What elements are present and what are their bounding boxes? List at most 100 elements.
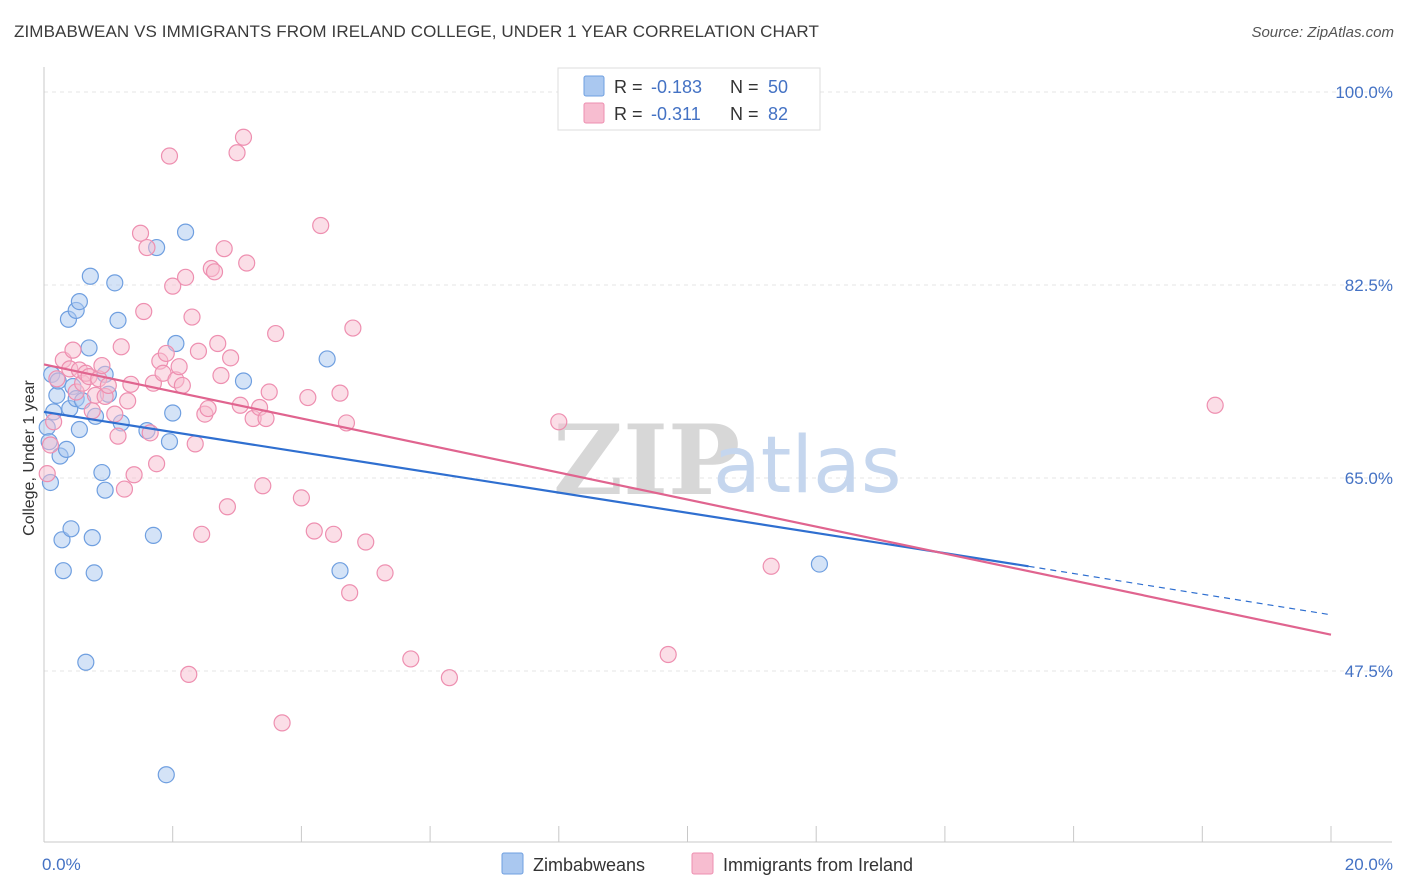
point-ireland — [1206, 396, 1224, 414]
point-ireland — [45, 413, 63, 431]
point-ireland — [212, 366, 230, 385]
point-ireland — [186, 435, 204, 453]
x-tick-label: 20.0% — [1345, 855, 1393, 874]
data-points — [38, 128, 1224, 784]
point-ireland — [170, 358, 188, 376]
point-ireland — [267, 324, 285, 343]
point-ireland — [273, 714, 291, 732]
legend-n-label: N = — [730, 77, 759, 97]
point-ireland — [324, 525, 343, 543]
legend-swatch-zimbabweans — [583, 75, 605, 97]
watermark: ZIP atlas — [553, 404, 902, 517]
series-legend-label: Immigrants from Ireland — [723, 855, 913, 875]
series-legend-label: Zimbabweans — [533, 855, 645, 875]
point-ireland — [228, 144, 246, 162]
point-ireland — [440, 669, 459, 687]
point-zimbabweans — [77, 653, 95, 671]
series-legend: Zimbabweans Immigrants from Ireland — [501, 852, 913, 875]
point-zimbabweans — [54, 562, 72, 580]
legend-n-value: 50 — [768, 77, 788, 97]
point-ireland — [193, 525, 211, 543]
point-ireland — [376, 564, 394, 582]
y-axis-title: College, Under 1 year — [21, 380, 38, 536]
legend-n-label: N = — [730, 104, 759, 124]
y-tick-label: 82.5% — [1345, 276, 1393, 295]
legend-r-label: R = — [614, 77, 643, 97]
y-tick-labels: 100.0% 82.5% 65.0% 47.5% — [1335, 83, 1393, 681]
y-tick-label: 47.5% — [1345, 662, 1393, 681]
chart-title: ZIMBABWEAN VS IMMIGRANTS FROM IRELAND CO… — [14, 22, 819, 41]
point-zimbabweans — [85, 564, 103, 582]
point-ireland — [550, 413, 568, 431]
point-ireland — [109, 427, 127, 445]
series-legend-swatch-ireland — [691, 852, 714, 875]
point-ireland — [64, 341, 82, 359]
point-ireland — [659, 645, 677, 664]
point-ireland — [254, 477, 272, 495]
legend-r-value: -0.183 — [651, 77, 702, 97]
point-ireland — [138, 238, 156, 257]
point-ireland — [38, 465, 56, 483]
point-ireland — [115, 480, 134, 498]
point-zimbabweans — [70, 420, 88, 439]
point-ireland — [183, 308, 201, 326]
point-zimbabweans — [62, 520, 80, 538]
point-ireland — [222, 349, 240, 367]
legend-swatch-ireland — [583, 102, 605, 124]
point-ireland — [176, 268, 195, 286]
point-zimbabweans — [810, 555, 829, 573]
point-ireland — [125, 466, 143, 484]
point-ireland — [238, 254, 256, 272]
stats-legend: R = -0.183 N = 50 R = -0.311 N = 82 — [557, 67, 821, 131]
point-ireland — [331, 384, 349, 402]
point-zimbabweans — [331, 562, 349, 580]
point-ireland — [160, 147, 179, 165]
point-zimbabweans — [160, 433, 179, 451]
source-label: Source: ZipAtlas.com — [1251, 24, 1394, 41]
point-ireland — [234, 128, 253, 146]
point-ireland — [157, 344, 175, 363]
series-legend-swatch-zimbabweans — [501, 852, 524, 875]
point-zimbabweans — [83, 529, 101, 547]
point-zimbabweans — [70, 293, 88, 311]
point-zimbabweans — [176, 223, 195, 241]
point-ireland — [305, 522, 323, 540]
point-zimbabweans — [106, 274, 124, 292]
point-zimbabweans — [234, 372, 253, 390]
point-zimbabweans — [48, 386, 66, 404]
point-zimbabweans — [80, 339, 98, 357]
point-ireland — [312, 216, 330, 235]
point-zimbabweans — [96, 481, 114, 499]
point-ireland — [357, 533, 375, 551]
point-ireland — [189, 342, 208, 360]
point-zimbabweans — [144, 526, 162, 545]
point-ireland — [218, 498, 236, 516]
point-zimbabweans — [93, 463, 111, 482]
axes — [43, 67, 1392, 843]
trend-line-extension-zimbabweans — [1028, 565, 1332, 616]
point-ireland — [93, 356, 111, 375]
point-ireland — [180, 665, 198, 683]
point-ireland — [344, 319, 362, 337]
point-ireland — [402, 650, 420, 668]
watermark-zip: ZIP — [553, 404, 740, 517]
watermark-atlas: atlas — [713, 421, 902, 511]
y-tick-label: 65.0% — [1345, 469, 1393, 488]
point-ireland — [173, 376, 191, 395]
point-ireland — [83, 402, 101, 420]
trend-line-ireland — [43, 363, 1332, 636]
point-ireland — [148, 455, 166, 473]
point-zimbabweans — [57, 440, 76, 458]
x-tick-label: 0.0% — [42, 855, 81, 874]
point-ireland — [164, 277, 182, 295]
trend-line-zimbabweans — [43, 410, 1029, 568]
point-ireland — [292, 489, 310, 507]
point-zimbabweans — [318, 350, 336, 368]
point-ireland — [260, 383, 278, 401]
legend-r-label: R = — [614, 104, 643, 124]
point-ireland — [299, 388, 317, 407]
point-ireland — [205, 263, 224, 281]
point-ireland — [48, 370, 66, 388]
point-ireland — [112, 338, 130, 356]
